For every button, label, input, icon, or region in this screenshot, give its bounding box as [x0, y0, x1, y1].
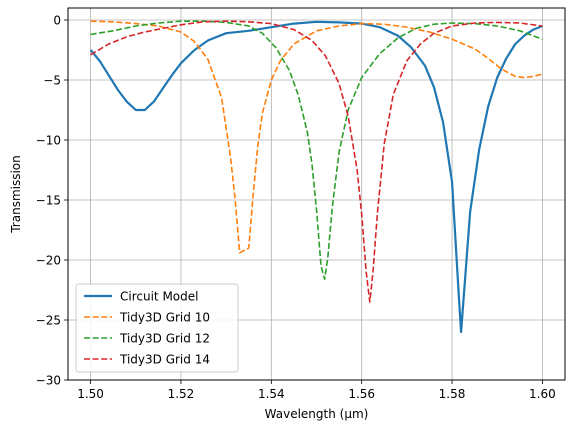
series-line-3 [90, 20, 543, 281]
y-axis-label: Transmission [9, 155, 23, 234]
legend-label: Circuit Model [120, 290, 198, 304]
series-line-2 [90, 20, 543, 254]
y-tick-label: −15 [36, 194, 61, 208]
legend-label: Tidy3D Grid 14 [119, 353, 210, 367]
legend-label: Tidy3D Grid 12 [119, 332, 210, 346]
y-tick-label: −30 [36, 374, 61, 388]
y-tick-label: −5 [43, 74, 61, 88]
x-tick-label: 1.60 [529, 387, 556, 401]
legend-box [75, 283, 239, 373]
legend-label: Tidy3D Grid 10 [119, 311, 210, 325]
x-tick-label: 1.56 [348, 387, 375, 401]
y-tick-label: −20 [36, 254, 61, 268]
series-line-4 [90, 20, 543, 303]
x-axis-label: Wavelength (μm) [265, 407, 369, 421]
axis-ticks: 1.50 1.52 1.54 1.56 1.58 1.60 0 −5 −10 −15 −20 −25 −… [36, 14, 556, 402]
x-tick-label: 1.50 [77, 387, 104, 401]
x-tick-label: 1.54 [258, 387, 285, 401]
plot-frame [67, 7, 566, 381]
y-tick-label: 0 [53, 14, 61, 28]
x-tick-label: 1.52 [168, 387, 195, 401]
x-tick-label: 1.58 [439, 387, 466, 401]
grid [68, 8, 565, 381]
y-tick-label: −25 [36, 314, 61, 328]
y-tick-label: −10 [36, 134, 61, 148]
plot-lines [89, 20, 543, 334]
legend: Circuit Model Tidy3D Grid 10 Tidy3D Grid 1… [75, 283, 239, 373]
